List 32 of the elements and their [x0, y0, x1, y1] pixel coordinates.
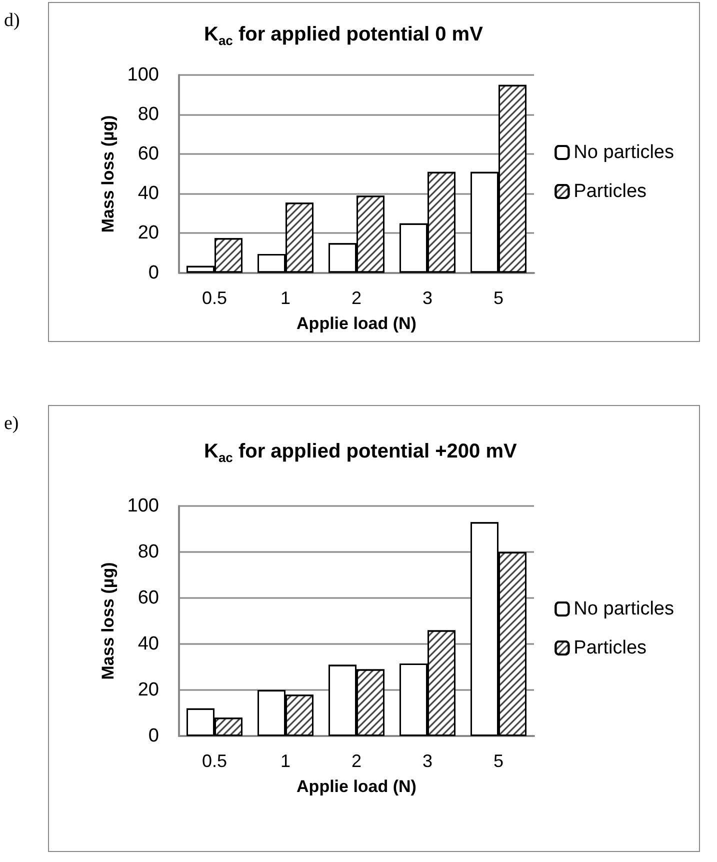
y-axis-title: Mass loss (µg) [98, 115, 118, 233]
y-tick-label: 0 [148, 262, 159, 284]
y-axis-title: Mass loss (µg) [98, 562, 118, 680]
y-tick-label: 20 [138, 680, 159, 700]
y-tick-label: 100 [127, 496, 159, 516]
y-tick-label: 40 [138, 634, 159, 654]
x-tick-label: 3 [422, 751, 433, 771]
legend-label: No particles [574, 598, 674, 620]
legend-label: Particles [574, 181, 647, 202]
y-tick-label: 60 [138, 588, 159, 608]
x-tick-label: 5 [493, 288, 504, 308]
x-tick-label: 5 [493, 751, 504, 771]
y-tick-label: 40 [138, 183, 159, 204]
x-axis-title: Applie load (N) [296, 777, 416, 796]
legend-label: Particles [574, 638, 647, 658]
x-tick-label: 1 [280, 288, 291, 308]
x-tick-label: 2 [351, 288, 362, 308]
y-tick-label: 20 [138, 222, 159, 244]
y-tick-label: 60 [138, 144, 159, 165]
y-tick-label: 0 [148, 726, 159, 746]
y-tick-label: 80 [138, 104, 159, 126]
x-tick-label: 0.5 [202, 288, 228, 308]
x-tick-label: 2 [351, 751, 362, 771]
legend-label: No particles [574, 142, 674, 163]
x-tick-label: 3 [422, 288, 433, 308]
x-tick-label: 0.5 [202, 751, 228, 771]
x-tick-label: 1 [280, 751, 291, 771]
y-tick-label: 80 [138, 542, 159, 562]
text: d) [4, 10, 20, 32]
y-tick-label: 100 [127, 64, 159, 86]
x-axis-title: Applie load (N) [296, 314, 416, 333]
text: e) [4, 413, 19, 435]
